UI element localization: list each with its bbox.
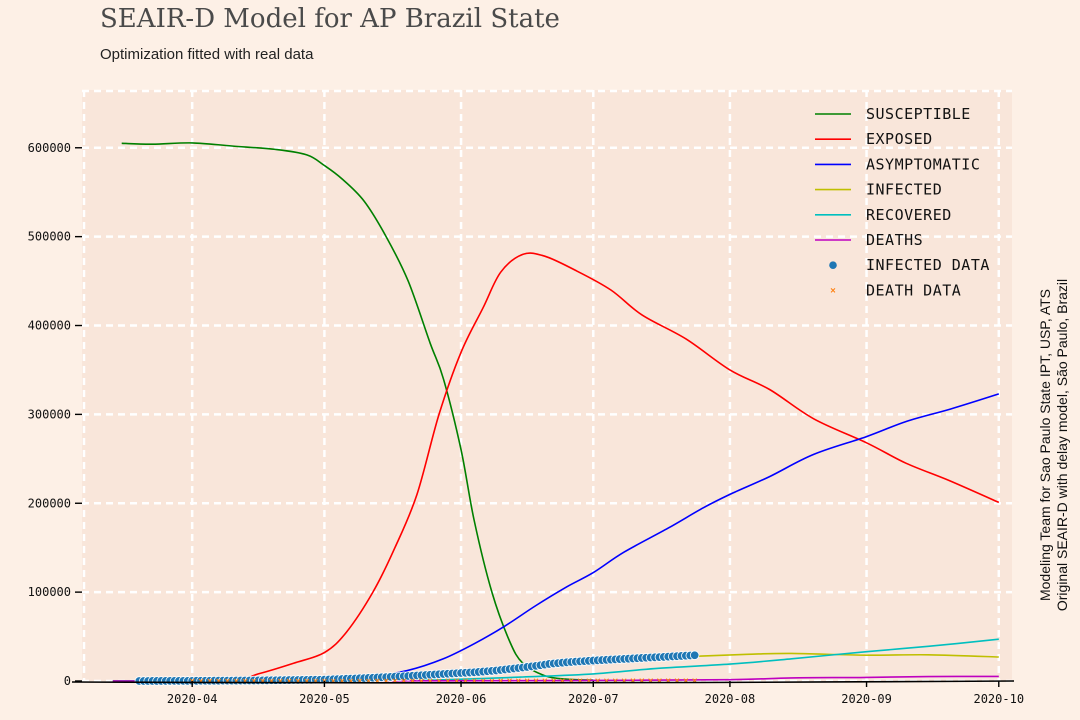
legend-label: INFECTED xyxy=(866,181,942,199)
y-tick-label: 500000 xyxy=(28,230,71,244)
x-axis: 2020-04 2020-05 2020-06 2020-07 2020-08 2020-… xyxy=(71,680,1024,706)
credits-line-2: Original SEAIR-D with delay model, São P… xyxy=(1054,278,1070,612)
x-axis-line xyxy=(71,680,1015,684)
chart-subtitle: Optimization fitted with real data xyxy=(100,46,314,63)
x-tick-label: 2020-10 xyxy=(973,692,1024,706)
x-tick-label: 2020-04 xyxy=(167,692,218,706)
y-tick-label: 200000 xyxy=(28,496,71,510)
y-tick-label: 100000 xyxy=(28,585,71,599)
chart-title: SEAIR-D Model for AP Brazil State xyxy=(100,4,560,34)
y-tick-label: 0 xyxy=(64,674,71,688)
legend-label: SUSCEPTIBLE xyxy=(866,105,971,123)
legend-swatch xyxy=(829,261,837,270)
legend-item-exposed: EXPOSED xyxy=(815,130,933,148)
legend-item-infected: INFECTED xyxy=(815,181,942,199)
x-tick-label: 2020-09 xyxy=(841,692,892,706)
legend-label: EXPOSED xyxy=(866,130,933,148)
credits-note: Modeling Team for Sao Paulo State IPT, U… xyxy=(1037,279,1071,611)
legend: SUSCEPTIBLE EXPOSED ASYMPTOMATIC INFECTED RE… xyxy=(815,105,990,299)
legend-item-recovered: RECOVERED xyxy=(815,206,952,224)
credits-line-1: Modeling Team for Sao Paulo State IPT, U… xyxy=(1037,288,1053,602)
series-line-susceptible xyxy=(121,142,594,681)
x-tick-label: 2020-05 xyxy=(299,692,350,706)
legend-item-asymptomatic: ASYMPTOMATIC xyxy=(815,155,980,173)
legend-label: INFECTED DATA xyxy=(866,256,990,274)
y-axis: 0 100000 200000 300000 400000 500000 600000 xyxy=(28,141,82,688)
legend-item-deaths: DEATHS xyxy=(815,231,923,249)
y-tick-label: 400000 xyxy=(28,319,71,333)
series-line-exposed xyxy=(112,252,1000,683)
legend-label: RECOVERED xyxy=(866,206,952,224)
grid-lines xyxy=(82,89,1012,683)
legend-label: ASYMPTOMATIC xyxy=(866,155,980,173)
legend-label: DEATHS xyxy=(866,231,923,249)
y-tick-label: 600000 xyxy=(28,141,71,155)
legend-label: DEATH DATA xyxy=(866,281,961,299)
legend-swatch xyxy=(830,288,836,293)
legend-item-infected-data: INFECTED DATA xyxy=(829,256,990,274)
x-tick-label: 2020-08 xyxy=(705,692,756,706)
legend-item-susceptible: SUSCEPTIBLE xyxy=(815,105,971,123)
data-point-infected-data xyxy=(689,650,700,660)
x-tick-label: 2020-07 xyxy=(568,692,619,706)
y-tick-label: 300000 xyxy=(28,407,71,421)
plot-area xyxy=(82,90,1012,681)
legend-item-death-data: DEATH DATA xyxy=(830,281,961,299)
x-tick-label: 2020-06 xyxy=(436,692,487,706)
